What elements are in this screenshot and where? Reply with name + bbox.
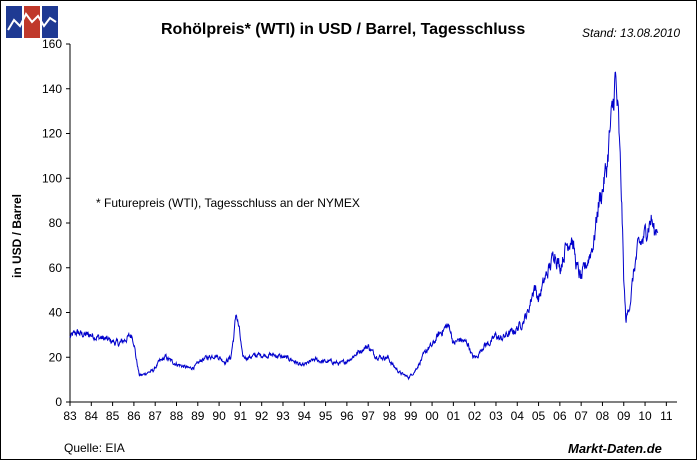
x-tick-label: 92 xyxy=(255,409,269,423)
x-tick-label: 03 xyxy=(489,409,503,423)
x-tick-label: 97 xyxy=(361,409,375,423)
x-tick-label: 85 xyxy=(106,409,120,423)
x-tick-label: 87 xyxy=(149,409,163,423)
price-line-series xyxy=(69,71,659,381)
source-label: Quelle: EIA xyxy=(64,441,125,455)
x-tick-label: 83 xyxy=(63,409,77,423)
chart-title: Rohölpreis* (WTI) in USD / Barrel, Tages… xyxy=(161,21,526,38)
x-tick-label: 04 xyxy=(511,409,525,423)
x-tick-label: 02 xyxy=(468,409,482,423)
brand-label: Markt-Daten.de xyxy=(568,441,662,456)
x-tick-label: 99 xyxy=(404,409,418,423)
axes xyxy=(69,44,677,403)
y-axis-label-text: in USD / Barrel xyxy=(10,193,24,279)
y-tick-label: 40 xyxy=(49,306,63,320)
logo-line xyxy=(7,12,57,31)
site-logo xyxy=(6,6,58,43)
y-tick-label: 0 xyxy=(55,395,62,409)
y-tick-label: 140 xyxy=(42,82,62,96)
x-tick-label: 96 xyxy=(340,409,354,423)
x-tick-label: 06 xyxy=(553,409,567,423)
x-tick-label: 08 xyxy=(596,409,610,423)
x-tick-label: 84 xyxy=(85,409,99,423)
x-tick-label: 94 xyxy=(298,409,312,423)
x-tick-label: 11 xyxy=(660,409,673,423)
x-tick-label: 88 xyxy=(170,409,184,423)
y-tick-label: 100 xyxy=(42,171,62,185)
x-tick-label: 09 xyxy=(617,409,631,423)
x-tick-label: 00 xyxy=(425,409,439,423)
x-ticks: 83 84 85 86 87 88 89 90 91 92 93 94 95 96 97 98 99 00 01 02… xyxy=(63,402,673,423)
y-tick-label: 120 xyxy=(42,127,62,141)
logo-tile-right xyxy=(42,6,58,38)
x-tick-label: 93 xyxy=(276,409,290,423)
chart-annotation: * Futurepreis (WTI), Tagesschluss an der… xyxy=(96,196,360,210)
y-axis-label: in USD / Barrel xyxy=(7,151,27,321)
x-tick-label: 90 xyxy=(212,409,226,423)
date-stamp: Stand: 13.08.2010 xyxy=(582,26,681,40)
logo-tile-left xyxy=(6,6,22,38)
x-tick-label: 86 xyxy=(127,409,141,423)
x-tick-label: 91 xyxy=(234,409,248,423)
x-tick-label: 98 xyxy=(383,409,397,423)
x-tick-label: 89 xyxy=(191,409,205,423)
y-tick-label: 60 xyxy=(49,261,63,275)
x-tick-label: 95 xyxy=(319,409,333,423)
x-tick-label: 10 xyxy=(638,409,652,423)
x-tick-label: 07 xyxy=(574,409,588,423)
y-tick-label: 80 xyxy=(49,216,63,230)
x-tick-label: 01 xyxy=(447,409,461,423)
x-tick-label: 05 xyxy=(532,409,546,423)
y-tick-label: 20 xyxy=(49,350,63,364)
